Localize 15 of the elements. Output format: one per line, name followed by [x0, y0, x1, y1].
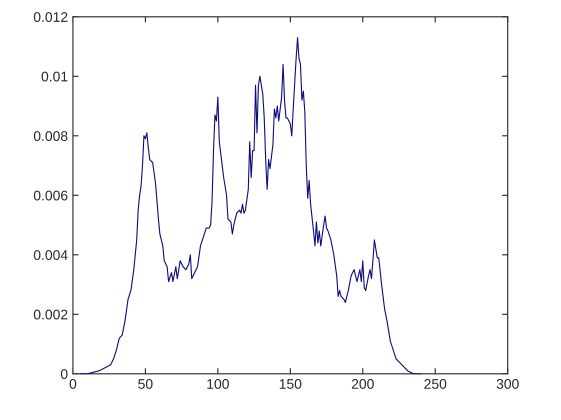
x-tick-label: 50 [138, 379, 153, 389]
x-tick-label: 250 [424, 379, 446, 389]
y-tick-label: 0.004 [34, 250, 68, 260]
y-tick-label: 0.006 [34, 190, 68, 200]
y-tick-label: 0.002 [34, 310, 68, 320]
x-tick-label: 300 [496, 379, 519, 389]
y-tick-label: 0.01 [42, 72, 68, 82]
y-tick-label: 0 [60, 369, 68, 379]
line-series [80, 37, 422, 374]
x-tick-label: 200 [352, 379, 374, 389]
y-tick-label: 0.008 [34, 131, 68, 141]
x-tick-label: 100 [207, 379, 229, 389]
y-tick-label: 0.012 [34, 12, 68, 22]
x-tick-label: 0 [70, 379, 76, 389]
x-tick-label: 150 [280, 379, 302, 389]
